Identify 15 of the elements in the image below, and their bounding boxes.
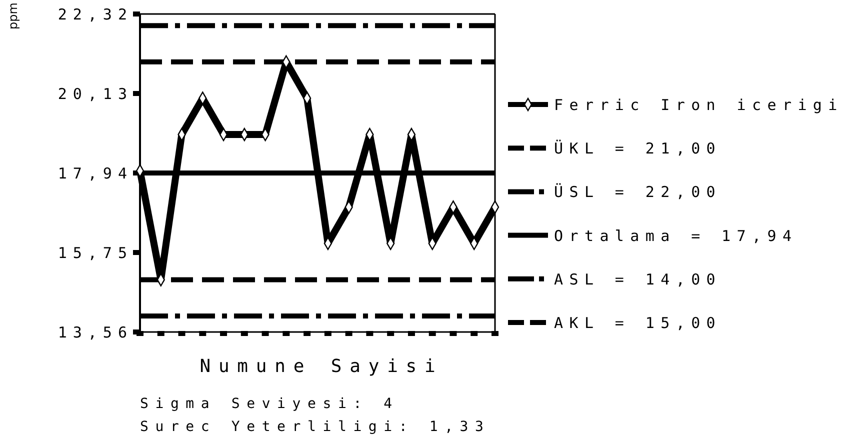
legend-label: AKL = 15,00 [554, 314, 722, 332]
y-axis-title: ppm [6, 2, 20, 30]
legend-label: ASL = 14,00 [554, 270, 722, 288]
x-axis-title: Numune Sayisi [200, 356, 444, 377]
legend-label: Ortalama = 17,94 [554, 226, 798, 245]
y-tick-label: 22,32 [58, 5, 133, 24]
legend-label: ÜKL = 21,00 [554, 140, 722, 158]
y-tick-label: 13,56 [58, 323, 133, 342]
y-tick-label: 20,13 [58, 84, 133, 103]
text: Surec Yeterliligi: 1,33 [140, 419, 490, 435]
y-tick-label: 15,75 [58, 244, 133, 262]
legend-label: ÜSL = 22,00 [554, 183, 722, 202]
text: Sigma Seviyesi: 4 [140, 396, 399, 412]
legend-label: Ferric Iron icerigi [554, 96, 843, 114]
y-tick-label: 17,94 [58, 164, 133, 182]
